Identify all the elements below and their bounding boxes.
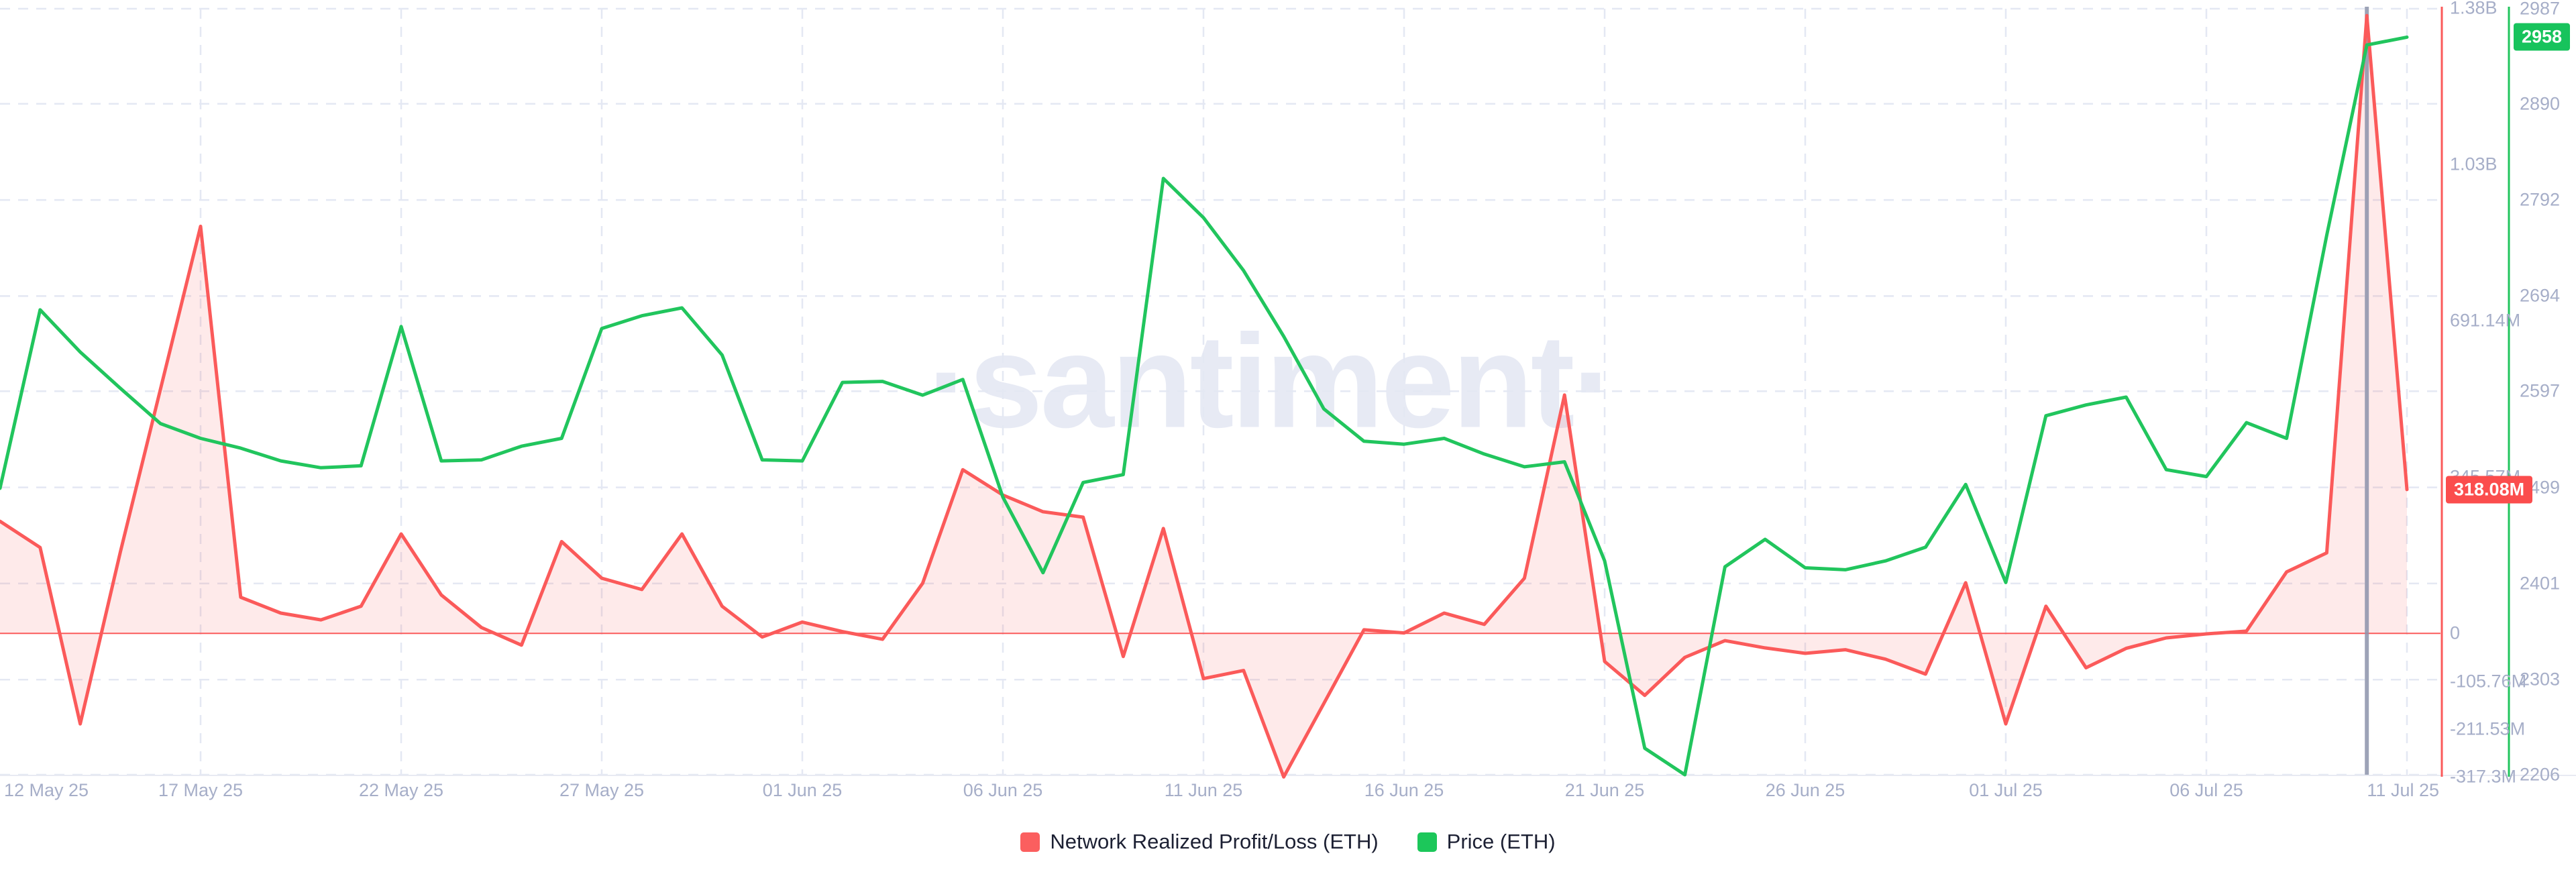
legend-label: Network Realized Profit/Loss (ETH) — [1050, 830, 1379, 853]
x-axis-tick: 16 Jun 25 — [1364, 780, 1444, 800]
x-axis-tick: 06 Jun 25 — [963, 780, 1043, 800]
profit-loss-axis-tick: 0 — [2450, 622, 2461, 643]
x-axis-tick: 06 Jul 25 — [2169, 780, 2243, 800]
price-axis-tick: 2401 — [2520, 573, 2561, 594]
profit-loss-area — [0, 15, 2407, 777]
x-axis-tick: 22 May 25 — [358, 780, 444, 800]
legend-item-network-realized-profit-loss[interactable]: Network Realized Profit/Loss (ETH) — [1020, 830, 1379, 854]
profit-loss-axis-tick: 1.03B — [2450, 154, 2498, 174]
profit-loss-axis-tick: -105.76M — [2450, 671, 2527, 692]
x-axis-tick: 01 Jun 25 — [762, 780, 843, 800]
profit-loss-value-badge: 318.08M — [2446, 476, 2533, 504]
price-axis-tick: 2890 — [2520, 93, 2561, 114]
x-axis-tick: 12 May 25 — [4, 780, 89, 800]
legend-item-price[interactable]: Price (ETH) — [1417, 830, 1556, 854]
profit-loss-axis-tick: 691.14M — [2450, 310, 2521, 331]
x-axis-tick: 11 Jun 25 — [1164, 780, 1243, 800]
price-line — [0, 35, 2409, 777]
profit-loss-line — [0, 13, 2409, 779]
x-axis-tick: 11 Jul 25 — [2367, 780, 2439, 800]
profit-loss-axis-tick: 1.38B — [2450, 0, 2498, 18]
legend-label: Price (ETH) — [1446, 830, 1556, 853]
price-axis-tick: 2987 — [2520, 0, 2561, 19]
x-axis-tick: 01 Jul 25 — [1969, 780, 2043, 800]
red-series-swatch-icon — [1020, 832, 1040, 852]
x-axis-tick: 26 Jun 25 — [1765, 780, 1845, 800]
profit-loss-axis-tick: -211.53M — [2450, 718, 2526, 739]
profit-loss-axis-tick: -317.3M — [2450, 766, 2517, 787]
x-axis-tick: 27 May 25 — [559, 780, 645, 800]
santiment-watermark: ·santiment· — [927, 307, 1616, 455]
price-axis-tick: 2303 — [2520, 669, 2561, 690]
price-value-badge: 2958 — [2514, 23, 2571, 51]
price-axis-tick: 2206 — [2520, 764, 2561, 785]
price-axis-tick: 2792 — [2520, 189, 2561, 210]
x-axis-tick: 17 May 25 — [158, 780, 244, 800]
green-series-swatch-icon — [1417, 832, 1437, 852]
price-axis-tick: 2597 — [2520, 380, 2561, 401]
x-axis-tick: 21 Jun 25 — [1564, 780, 1645, 800]
price-axis-tick: 2694 — [2520, 285, 2561, 306]
legend: Network Realized Profit/Loss (ETH) Price… — [0, 825, 2576, 859]
